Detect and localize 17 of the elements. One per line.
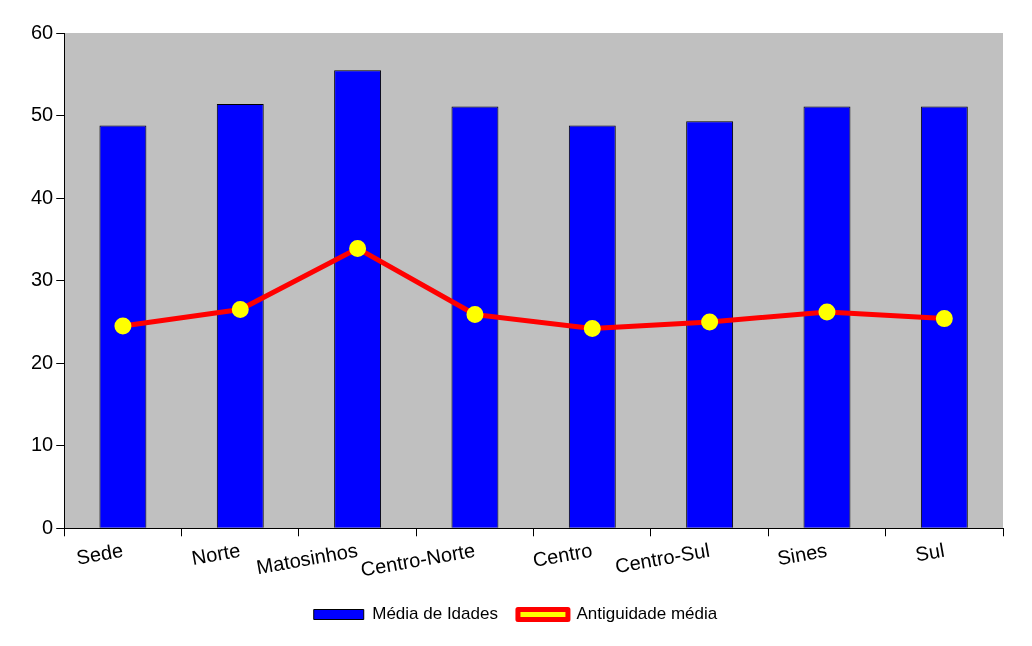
y-tick-label: 30 xyxy=(31,268,54,291)
y-tick-label: 60 xyxy=(31,20,54,43)
x-tick-label: Centro-Sul xyxy=(613,538,712,578)
y-tick-label: 40 xyxy=(31,185,54,208)
legend-label: Média de Idades xyxy=(372,604,498,624)
x-tick-label: Sede xyxy=(74,538,125,569)
x-tick-label: Matosinhos xyxy=(254,538,360,579)
y-tick-label: 0 xyxy=(42,515,54,538)
x-tick-label: Centro-Norte xyxy=(358,538,477,581)
y-tick-label: 50 xyxy=(31,103,54,126)
x-tick-label: Norte xyxy=(189,538,242,569)
x-tick-label: Sines xyxy=(775,538,829,570)
x-tick-label: Centro xyxy=(531,538,594,571)
x-tick-label: Sul xyxy=(913,538,946,566)
y-tick-label: 10 xyxy=(31,433,54,456)
legend-label: Antiguidade média xyxy=(576,604,718,624)
y-tick-label: 20 xyxy=(31,350,54,373)
